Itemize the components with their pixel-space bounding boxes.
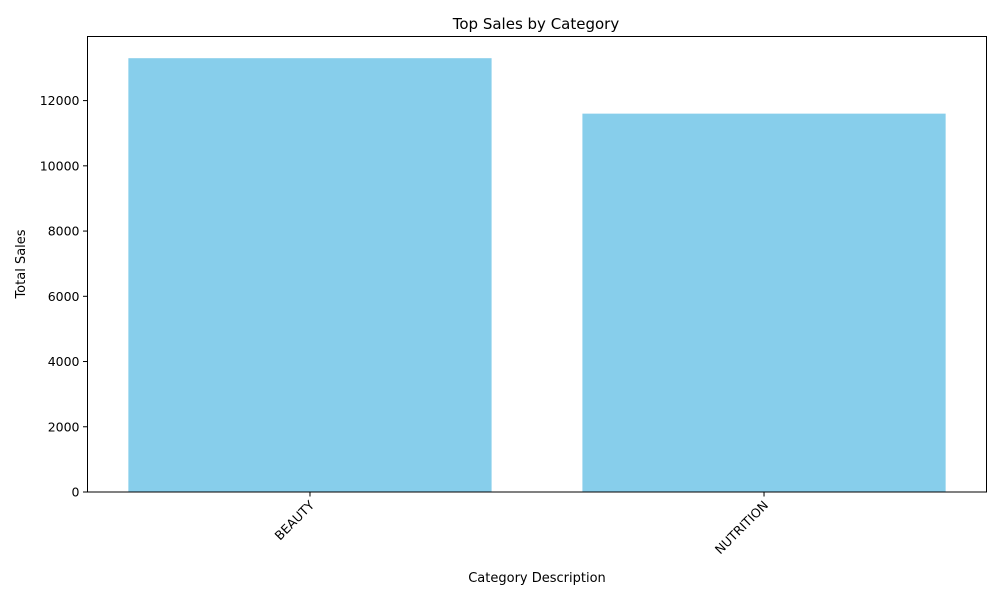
plot-frame — [87, 36, 987, 493]
x-axis-label: Category Description — [468, 571, 606, 586]
y-tick-label: 6000 — [48, 289, 80, 304]
y-tick-label: 12000 — [40, 93, 80, 108]
y-tick-label: 8000 — [48, 224, 80, 239]
y-axis-ticks: 0 2000 4000 6000 8000 10000 12000 — [40, 93, 88, 500]
chart-title: Top Sales by Category — [452, 15, 620, 33]
x-tick-label-nutrition: NUTRITION — [712, 498, 771, 557]
y-tick-label: 10000 — [40, 158, 80, 173]
bar-nutrition — [582, 113, 946, 492]
x-tick-label-beauty: BEAUTY — [272, 497, 318, 543]
y-tick-label: 2000 — [48, 419, 80, 434]
x-axis-ticks: BEAUTY NUTRITION — [272, 492, 771, 557]
bar-beauty — [128, 58, 492, 492]
y-axis-label: Total Sales — [14, 229, 29, 299]
y-tick-label: 0 — [72, 485, 80, 500]
bars-layer — [128, 58, 946, 492]
y-tick-label: 4000 — [48, 354, 80, 369]
